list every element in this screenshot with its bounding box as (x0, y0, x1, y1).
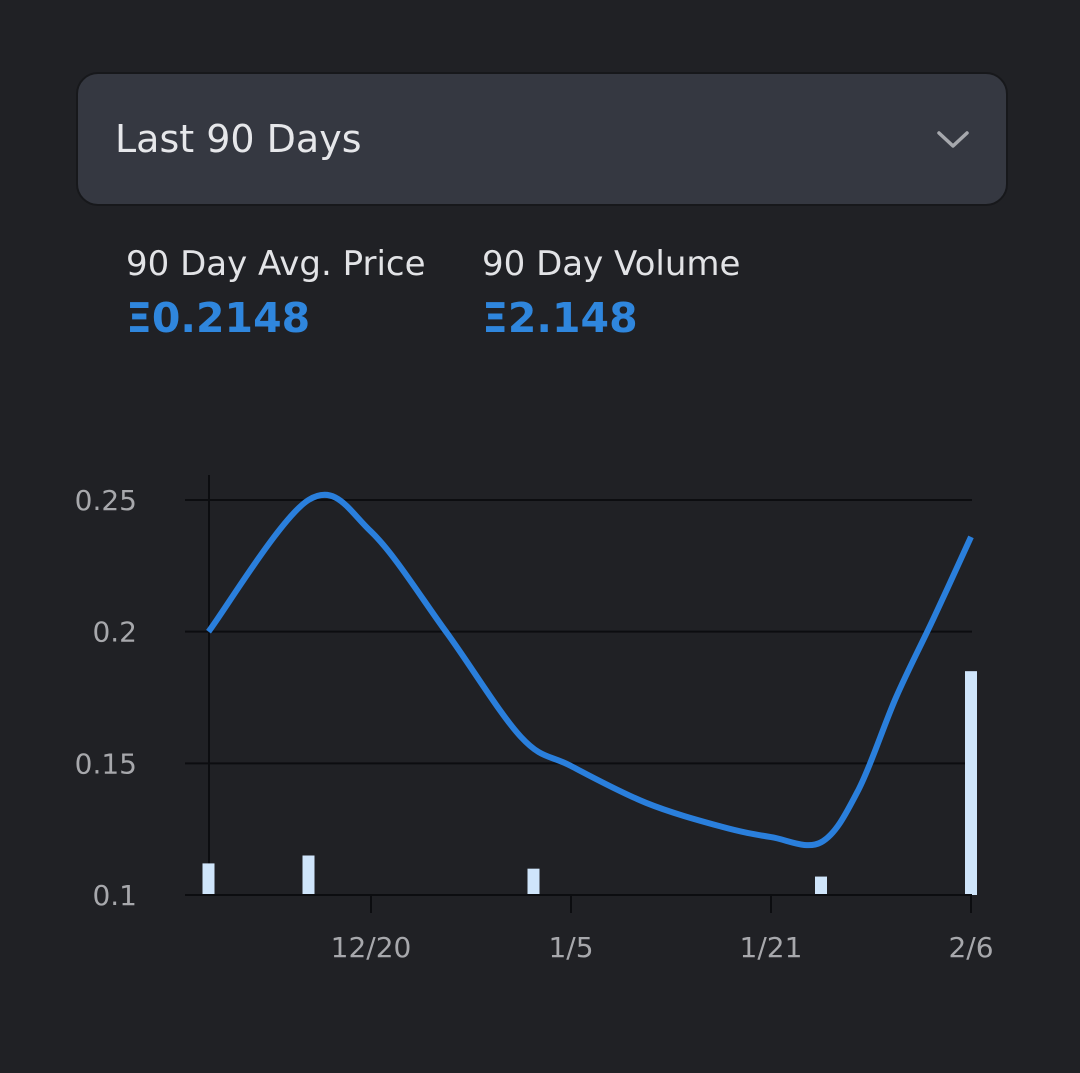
avg-price-value: Ξ0.2148 (126, 294, 311, 342)
volume-bar (302, 855, 315, 895)
y-tick-label: 0.15 (75, 747, 137, 780)
volume-value: Ξ2.148 (482, 294, 638, 342)
avg-price-label: 90 Day Avg. Price (126, 244, 426, 284)
date-range-label: Last 90 Days (115, 117, 362, 161)
x-tick-label: 1/21 (740, 931, 803, 964)
price-volume-chart: 0.25 0.2 0.15 0.1 12/20 1/5 1/21 2/6 (75, 475, 994, 964)
y-tick-label: 0.1 (92, 879, 137, 912)
volume-stat: 90 Day Volume Ξ2.148 (482, 244, 740, 342)
price-line (206, 491, 974, 849)
avg-price-stat: 90 Day Avg. Price Ξ0.2148 (126, 244, 426, 342)
volume-bar (965, 671, 977, 895)
x-tick-label: 12/20 (331, 931, 412, 964)
volume-bar (815, 876, 827, 895)
date-range-select[interactable]: Last 90 Days (76, 72, 1008, 206)
volume-label: 90 Day Volume (482, 244, 741, 284)
volume-bar (527, 868, 540, 895)
y-tick-label: 0.25 (75, 484, 137, 517)
volume-bar (202, 863, 215, 895)
x-tick-label: 2/6 (948, 931, 993, 964)
y-tick-label: 0.2 (92, 616, 137, 649)
x-tick-label: 1/5 (548, 931, 593, 964)
chevron-down-icon (937, 131, 969, 148)
